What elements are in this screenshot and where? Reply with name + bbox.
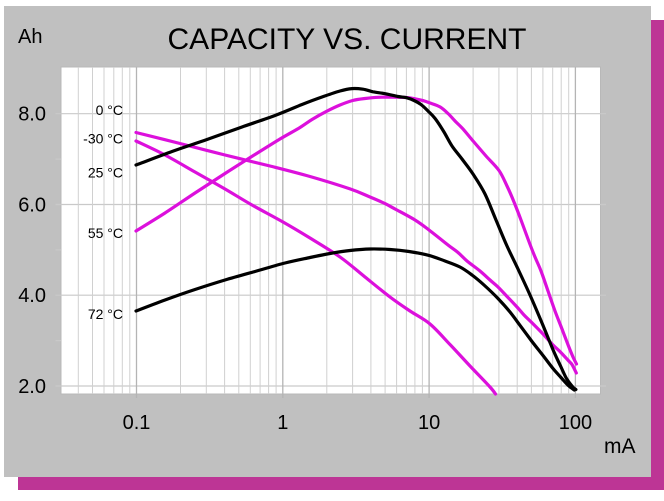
svg-text:0.1: 0.1 — [123, 412, 151, 434]
svg-text:0 °C: 0 °C — [96, 102, 123, 118]
svg-text:CAPACITY VS. CURRENT: CAPACITY VS. CURRENT — [168, 23, 527, 56]
svg-text:mA: mA — [604, 435, 636, 458]
svg-text:4.0: 4.0 — [18, 285, 46, 307]
svg-text:72 °C: 72 °C — [88, 306, 123, 322]
svg-text:1: 1 — [277, 412, 288, 434]
svg-text:6.0: 6.0 — [18, 195, 46, 217]
svg-text:55 °C: 55 °C — [88, 225, 123, 241]
svg-text:Ah: Ah — [18, 26, 42, 48]
svg-text:2.0: 2.0 — [18, 376, 46, 398]
svg-text:25 °C: 25 °C — [88, 165, 123, 181]
svg-text:100: 100 — [559, 412, 592, 434]
svg-text:-30 °C: -30 °C — [83, 131, 123, 147]
svg-text:10: 10 — [418, 412, 440, 434]
svg-text:8.0: 8.0 — [18, 104, 46, 126]
